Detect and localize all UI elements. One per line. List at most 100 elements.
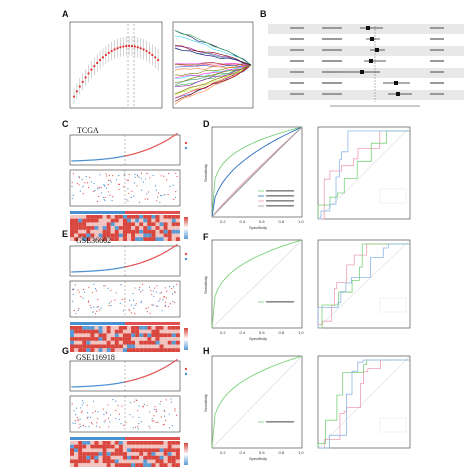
roc-curve-D [211, 126, 303, 218]
lasso-cv-point [104, 53, 107, 57]
heatmap-group-high-gse116918 [125, 437, 180, 440]
roc-xlabel-D: Specificity [249, 225, 267, 230]
survival-point-tcga [98, 195, 100, 198]
risk-score-point-gse36602 [128, 265, 130, 267]
risk-score-point-gse36602 [157, 255, 159, 257]
heatmap-cell-tcga [74, 237, 79, 241]
risk-score-point-gse116918 [82, 385, 85, 388]
heatmap-cell-gse36602 [78, 337, 83, 341]
heatmap-cell-gse116918 [86, 455, 91, 460]
risk-score-point-gse36602 [90, 270, 92, 272]
survival-point-gse36602 [155, 291, 157, 293]
heatmap-cell-gse116918 [94, 455, 99, 460]
risk-score-point-tcga [126, 154, 128, 157]
survival-point-gse36602 [161, 310, 163, 312]
risk-score-point-tcga [117, 156, 120, 158]
survival-point-tcga [147, 198, 149, 200]
risk-score-point-gse36602 [149, 258, 152, 261]
roc-ylabel-H: Sensitivity [203, 394, 208, 412]
heatmap-cell-gse36602 [155, 329, 160, 334]
heatmap-cell-gse36602 [78, 329, 83, 334]
roc-legend-text-H [266, 421, 294, 423]
survival-point-gse36602 [141, 283, 144, 285]
heatmap-cell-gse116918 [78, 444, 83, 449]
heatmap-cell-tcga [82, 222, 87, 227]
heatmap-cell-tcga [139, 229, 144, 234]
heatmap-cell-gse36602 [167, 348, 172, 352]
survival-point-tcga [141, 189, 143, 191]
heatmap-cell-tcga [114, 233, 119, 238]
heatmap-cell-tcga [171, 222, 176, 227]
lasso-cv-point [116, 47, 119, 50]
lasso-coef-path [174, 64, 252, 71]
risk-score-point-gse36602 [72, 271, 74, 273]
lasso-cv-point [96, 61, 99, 65]
heatmap-cell-tcga [131, 237, 136, 241]
legend-high-gse116918 [184, 367, 188, 371]
heatmap-cell-gse36602 [98, 348, 103, 352]
heatmap-cell-tcga [122, 218, 128, 223]
survival-point-tcga [136, 174, 138, 176]
survival-point-tcga [167, 194, 169, 196]
risk-score-point-gse36602 [96, 270, 99, 272]
risk-score-point-gse36602 [174, 245, 176, 247]
panel-label-g: G [62, 346, 70, 356]
heatmap-cell-gse116918 [147, 459, 152, 464]
risk-score-point-gse116918 [98, 384, 101, 387]
survival-point-tcga [107, 191, 110, 193]
heatmap-cell-tcga [167, 218, 172, 223]
risk-score-point-gse116918 [113, 383, 116, 385]
survival-point-gse36602 [135, 303, 137, 305]
heatmap-cell-gse116918 [78, 455, 83, 460]
heatmap-cell-tcga [139, 237, 144, 241]
survival-point-gse116918 [175, 414, 178, 416]
heatmap-cell-gse116918 [135, 444, 140, 449]
risk-score-point-gse36602 [71, 271, 73, 273]
heatmap-cell-gse36602 [135, 340, 140, 345]
heatmap-cell-gse116918 [106, 448, 111, 453]
heatmap-cell-gse36602 [147, 333, 152, 338]
survival-point-gse116918 [123, 424, 125, 426]
risk-score-point-gse116918 [100, 384, 103, 387]
risk-score-point-gse116918 [77, 386, 80, 388]
heatmap-cell-tcga [102, 218, 107, 223]
survival-point-tcga [175, 196, 177, 199]
risk-score-point-gse36602 [86, 270, 88, 273]
heatmap-cell-gse36602 [151, 337, 156, 341]
survival-point-gse116918 [79, 423, 81, 425]
survival-point-tcga [118, 183, 120, 185]
heatmap-cell-tcga [159, 222, 164, 227]
survival-point-gse36602 [97, 298, 99, 300]
forest-row-band [268, 46, 464, 56]
risk-score-point-gse116918 [137, 378, 139, 380]
heatmap-cell-tcga [118, 226, 123, 230]
heatmap-cell-gse116918 [143, 448, 148, 453]
roc-legend-text-F [266, 301, 294, 303]
survival-point-gse116918 [146, 404, 148, 407]
risk-score-point-gse36602 [109, 268, 111, 271]
heatmap-cell-gse36602 [74, 326, 79, 330]
survival-point-gse116918 [103, 421, 105, 423]
heatmap-cell-gse36602 [86, 348, 91, 352]
heatmap-cell-tcga [122, 233, 128, 238]
risk-score-point-gse36602 [131, 264, 134, 266]
heatmap-cell-tcga [82, 226, 87, 230]
heatmap-cell-gse36602 [110, 337, 115, 341]
heatmap-cell-gse36602 [82, 326, 87, 330]
lasso-coef-path [174, 64, 252, 78]
survival-point-tcga [172, 184, 174, 186]
risk-score-point-gse116918 [109, 383, 111, 386]
risk-score-point-gse116918 [173, 361, 175, 363]
survival-point-gse36602 [87, 301, 90, 303]
risk-score-point-tcga [105, 158, 107, 160]
lasso-cv-point [84, 76, 87, 79]
heatmap-cell-tcga [106, 237, 111, 241]
heatmap-cell-gse36602 [143, 329, 148, 334]
survival-point-gse36602 [164, 287, 166, 289]
risk-score-point-tcga [129, 154, 131, 156]
heatmap-cell-gse36602 [90, 337, 95, 341]
heatmap-group-low-gse36602 [70, 322, 125, 325]
heatmap-cell-gse116918 [98, 452, 103, 456]
risk-score-point-tcga [127, 154, 129, 157]
heatmap-cell-gse36602 [155, 326, 160, 330]
